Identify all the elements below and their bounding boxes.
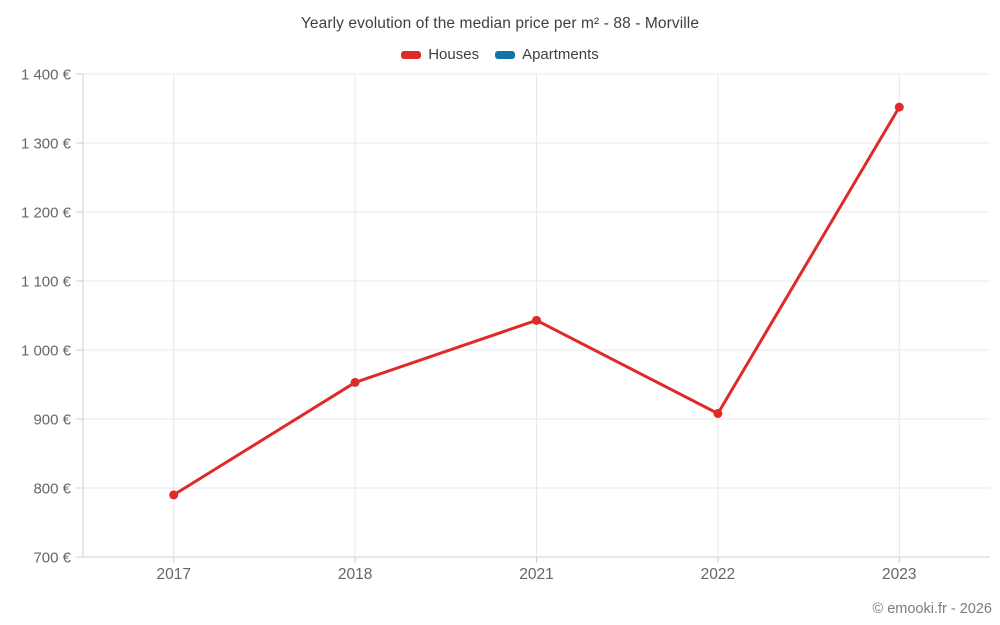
y-tick-label: 1 000 € — [21, 342, 72, 359]
y-tick-label: 700 € — [33, 549, 71, 566]
data-point-houses-2017 — [169, 490, 179, 500]
legend-label-apartments: Apartments — [522, 46, 599, 63]
legend: Houses Apartments — [0, 46, 1000, 63]
x-tick-label: 2017 — [156, 566, 190, 583]
x-tick-label: 2021 — [519, 566, 553, 583]
copyright-text: © emooki.fr - 2026 — [872, 601, 992, 617]
data-point-houses-2022 — [713, 408, 723, 418]
houses-series-swatch-icon — [401, 50, 422, 59]
legend-item-houses[interactable]: Houses — [401, 46, 479, 63]
x-tick-label: 2018 — [338, 566, 372, 583]
y-tick-label: 1 100 € — [21, 273, 72, 290]
data-point-houses-2023 — [894, 102, 904, 112]
x-tick-label: 2022 — [701, 566, 735, 583]
chart-title: Yearly evolution of the median price per… — [300, 15, 700, 32]
legend-item-apartments[interactable]: Apartments — [495, 46, 599, 63]
y-tick-label: 900 € — [33, 411, 71, 428]
y-tick-label: 800 € — [33, 480, 71, 497]
y-tick-label: 1 300 € — [21, 135, 72, 152]
y-tick-label: 1 400 € — [21, 66, 72, 83]
apartments-series-swatch-icon — [495, 50, 516, 59]
y-tick-label: 1 200 € — [21, 204, 72, 221]
x-tick-label: 2023 — [882, 566, 916, 583]
data-point-houses-2018 — [350, 377, 360, 387]
data-point-houses-2021 — [532, 315, 541, 325]
legend-label-houses: Houses — [428, 46, 480, 63]
